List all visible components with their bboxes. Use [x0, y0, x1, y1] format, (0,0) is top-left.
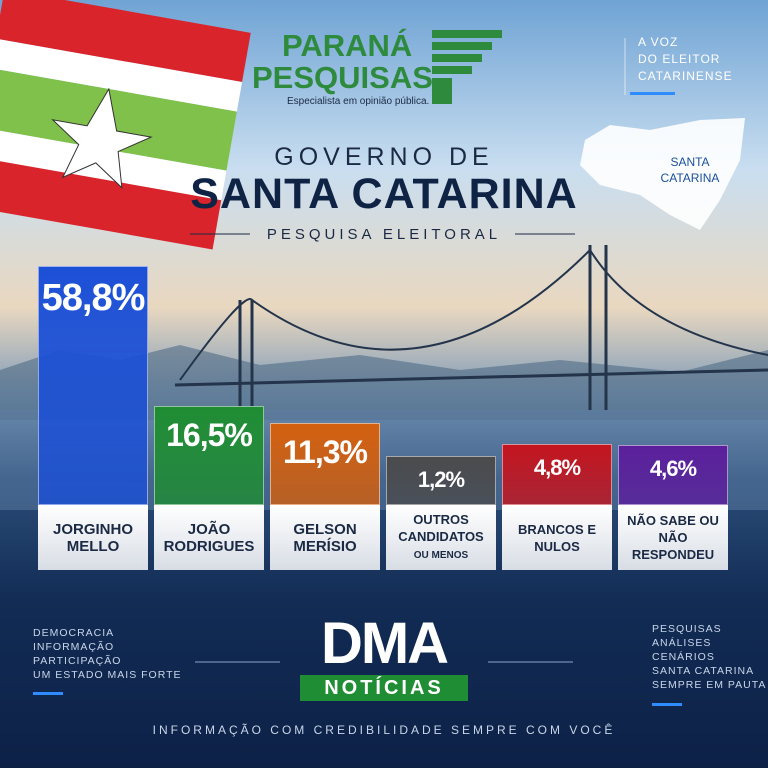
category-box: OUTROS CANDIDATOS OU MENOS [386, 505, 496, 570]
title-big: SANTA CATARINA [190, 170, 578, 218]
footer-line: SEMPRE EM PAUTA [652, 679, 767, 691]
value-label: 4,8% [533, 455, 581, 481]
logo-main: DMA [320, 611, 449, 676]
bar: 1,2% [386, 456, 496, 505]
map-label: SANTA CATARINA [660, 155, 720, 185]
category-label: GELSON MERÍSIO [293, 520, 357, 555]
footer-line: DEMOCRACIA [33, 627, 115, 639]
value-label: 1,2% [417, 467, 465, 493]
brand: PARANÁ PESQUISAS [252, 30, 433, 94]
category-box: JOÃO RODRIGUES [154, 505, 264, 570]
category-box: BRANCOS E NULOS [502, 505, 612, 570]
footer-line: CENÁRIOS [652, 651, 715, 663]
corner-text: A VOZ DO ELEITOR CATARINENSE [638, 34, 733, 85]
bar: 16,5% [154, 405, 264, 505]
footer-line: SANTA CATARINA [652, 665, 755, 677]
footer-line: PARTICIPAÇÃO [33, 655, 122, 667]
bar: 4,6% [618, 444, 728, 505]
footer-tagline: INFORMAÇÃO COM CREDIBILIDADE SEMPRE COM … [152, 723, 616, 737]
footer-line: PESQUISAS [652, 623, 722, 635]
brand-tagline: Especialista em opinião pública. [287, 96, 430, 107]
category-box: JORGINHO MELLO [38, 505, 148, 570]
footer-line: ANÁLISES [652, 637, 712, 649]
corner-line: DO ELEITOR [638, 52, 721, 66]
category-label: JORGINHO MELLO [52, 520, 133, 555]
footer-right: PESQUISAS ANÁLISES CENÁRIOS SANTA CATARI… [652, 622, 766, 692]
logo-sub: NOTÍCIAS [300, 675, 468, 701]
value-label: 11,3% [283, 433, 368, 470]
corner-line: A VOZ [638, 35, 679, 49]
category-label: JOÃO RODRIGUES [163, 520, 255, 555]
category-note: OU MENOS [413, 550, 469, 561]
bar: 11,3% [270, 422, 380, 505]
bar: 58,8% [38, 265, 148, 505]
brand-line: PARANÁ [282, 28, 413, 63]
brand-line: PESQUISAS [252, 60, 433, 95]
footer-left: DEMOCRACIA INFORMAÇÃO PARTICIPAÇÃO UM ES… [33, 626, 182, 682]
footer-line: INFORMAÇÃO [33, 641, 115, 653]
bar: 4,8% [502, 444, 612, 505]
category-box: GELSON MERÍSIO [270, 505, 380, 570]
category-label: NÃO SABE OU NÃO RESPONDEU [627, 513, 719, 562]
category-label: BRANCOS E NULOS [517, 521, 596, 554]
value-label: 4,6% [649, 455, 697, 481]
subtitle: PESQUISA ELEITORAL [266, 226, 502, 243]
category-box: NÃO SABE OU NÃO RESPONDEU [618, 505, 728, 570]
value-label: 16,5% [166, 416, 253, 453]
footer-line: UM ESTADO MAIS FORTE [33, 669, 182, 681]
corner-line: CATARINENSE [638, 69, 733, 83]
value-label: 58,8% [41, 276, 146, 319]
category-label: OUTROS CANDIDATOS [398, 512, 484, 544]
title-small: GOVERNO DE [274, 143, 494, 171]
